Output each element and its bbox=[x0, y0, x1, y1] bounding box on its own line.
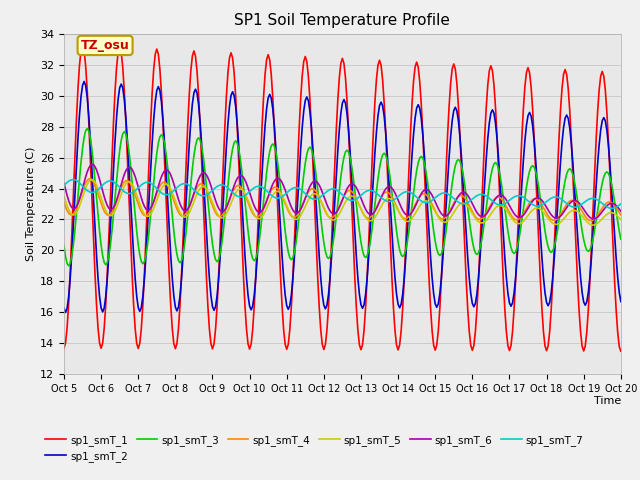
sp1_smT_3 bbox=[552, 237, 559, 243]
sp1_smT_3 bbox=[167, 196, 175, 202]
sp1_smT_1 bbox=[410, 78, 417, 84]
sp1_smT_4 bbox=[165, 185, 173, 191]
sp1_smT_3 bbox=[60, 243, 68, 249]
sp1_smT_1 bbox=[76, 62, 83, 68]
sp1_smT_4 bbox=[379, 192, 387, 198]
sp1_smT_5 bbox=[589, 222, 597, 228]
sp1_smT_3 bbox=[77, 159, 85, 165]
sp1_smT_1 bbox=[617, 348, 625, 354]
sp1_smT_3 bbox=[617, 236, 625, 242]
sp1_smT_1 bbox=[165, 271, 173, 277]
sp1_smT_7 bbox=[397, 191, 405, 197]
sp1_smT_4 bbox=[550, 217, 558, 223]
Line: sp1_smT_2: sp1_smT_2 bbox=[64, 82, 621, 312]
sp1_smT_6 bbox=[550, 215, 558, 220]
sp1_smT_2 bbox=[61, 310, 69, 315]
sp1_smT_3 bbox=[83, 126, 91, 132]
sp1_smT_2 bbox=[77, 94, 85, 100]
sp1_smT_3 bbox=[65, 263, 72, 269]
Y-axis label: Soil Temperature (C): Soil Temperature (C) bbox=[26, 147, 36, 261]
sp1_smT_6 bbox=[88, 161, 96, 167]
sp1_smT_4 bbox=[588, 218, 595, 224]
sp1_smT_7 bbox=[379, 196, 387, 202]
sp1_smT_7 bbox=[608, 205, 616, 211]
Legend: sp1_smT_1, sp1_smT_2, sp1_smT_3, sp1_smT_4, sp1_smT_5, sp1_smT_6, sp1_smT_7: sp1_smT_1, sp1_smT_2, sp1_smT_3, sp1_smT… bbox=[42, 431, 588, 466]
Title: SP1 Soil Temperature Profile: SP1 Soil Temperature Profile bbox=[234, 13, 451, 28]
Line: sp1_smT_5: sp1_smT_5 bbox=[64, 180, 621, 225]
sp1_smT_3 bbox=[399, 253, 406, 259]
Line: sp1_smT_7: sp1_smT_7 bbox=[64, 180, 621, 208]
sp1_smT_2 bbox=[412, 115, 419, 121]
sp1_smT_1 bbox=[79, 43, 86, 48]
sp1_smT_2 bbox=[80, 79, 88, 84]
sp1_smT_6 bbox=[617, 208, 625, 214]
Line: sp1_smT_6: sp1_smT_6 bbox=[64, 164, 621, 219]
sp1_smT_7 bbox=[617, 201, 625, 207]
Line: sp1_smT_1: sp1_smT_1 bbox=[64, 46, 621, 351]
sp1_smT_5 bbox=[76, 203, 83, 209]
sp1_smT_6 bbox=[60, 180, 68, 186]
sp1_smT_2 bbox=[380, 113, 388, 119]
sp1_smT_4 bbox=[86, 176, 94, 182]
sp1_smT_7 bbox=[410, 192, 417, 197]
sp1_smT_1 bbox=[60, 345, 68, 351]
sp1_smT_2 bbox=[552, 232, 559, 238]
sp1_smT_7 bbox=[60, 182, 68, 188]
sp1_smT_5 bbox=[410, 214, 417, 219]
sp1_smT_1 bbox=[397, 328, 405, 334]
sp1_smT_4 bbox=[617, 212, 625, 218]
sp1_smT_7 bbox=[165, 191, 173, 197]
sp1_smT_5 bbox=[60, 193, 68, 199]
sp1_smT_5 bbox=[165, 184, 173, 190]
sp1_smT_7 bbox=[550, 194, 558, 200]
sp1_smT_5 bbox=[379, 201, 387, 207]
sp1_smT_2 bbox=[60, 306, 68, 312]
Text: TZ_osu: TZ_osu bbox=[81, 39, 129, 52]
sp1_smT_2 bbox=[617, 299, 625, 304]
sp1_smT_4 bbox=[60, 200, 68, 205]
sp1_smT_5 bbox=[397, 213, 405, 219]
sp1_smT_5 bbox=[550, 221, 558, 227]
sp1_smT_5 bbox=[88, 177, 96, 182]
Line: sp1_smT_4: sp1_smT_4 bbox=[64, 179, 621, 221]
sp1_smT_6 bbox=[379, 192, 387, 197]
sp1_smT_1 bbox=[379, 77, 387, 83]
sp1_smT_4 bbox=[76, 197, 83, 203]
sp1_smT_6 bbox=[76, 196, 83, 202]
sp1_smT_2 bbox=[167, 252, 175, 258]
sp1_smT_3 bbox=[412, 178, 419, 184]
sp1_smT_7 bbox=[69, 177, 77, 182]
sp1_smT_6 bbox=[410, 207, 417, 213]
sp1_smT_4 bbox=[397, 213, 405, 218]
sp1_smT_3 bbox=[380, 150, 388, 156]
sp1_smT_4 bbox=[410, 205, 417, 211]
sp1_smT_6 bbox=[165, 169, 173, 175]
sp1_smT_1 bbox=[550, 243, 558, 249]
X-axis label: Time: Time bbox=[593, 396, 621, 406]
sp1_smT_2 bbox=[399, 291, 406, 297]
sp1_smT_6 bbox=[397, 204, 405, 210]
sp1_smT_6 bbox=[589, 216, 597, 222]
sp1_smT_5 bbox=[617, 216, 625, 222]
sp1_smT_7 bbox=[77, 181, 85, 187]
Line: sp1_smT_3: sp1_smT_3 bbox=[64, 129, 621, 266]
